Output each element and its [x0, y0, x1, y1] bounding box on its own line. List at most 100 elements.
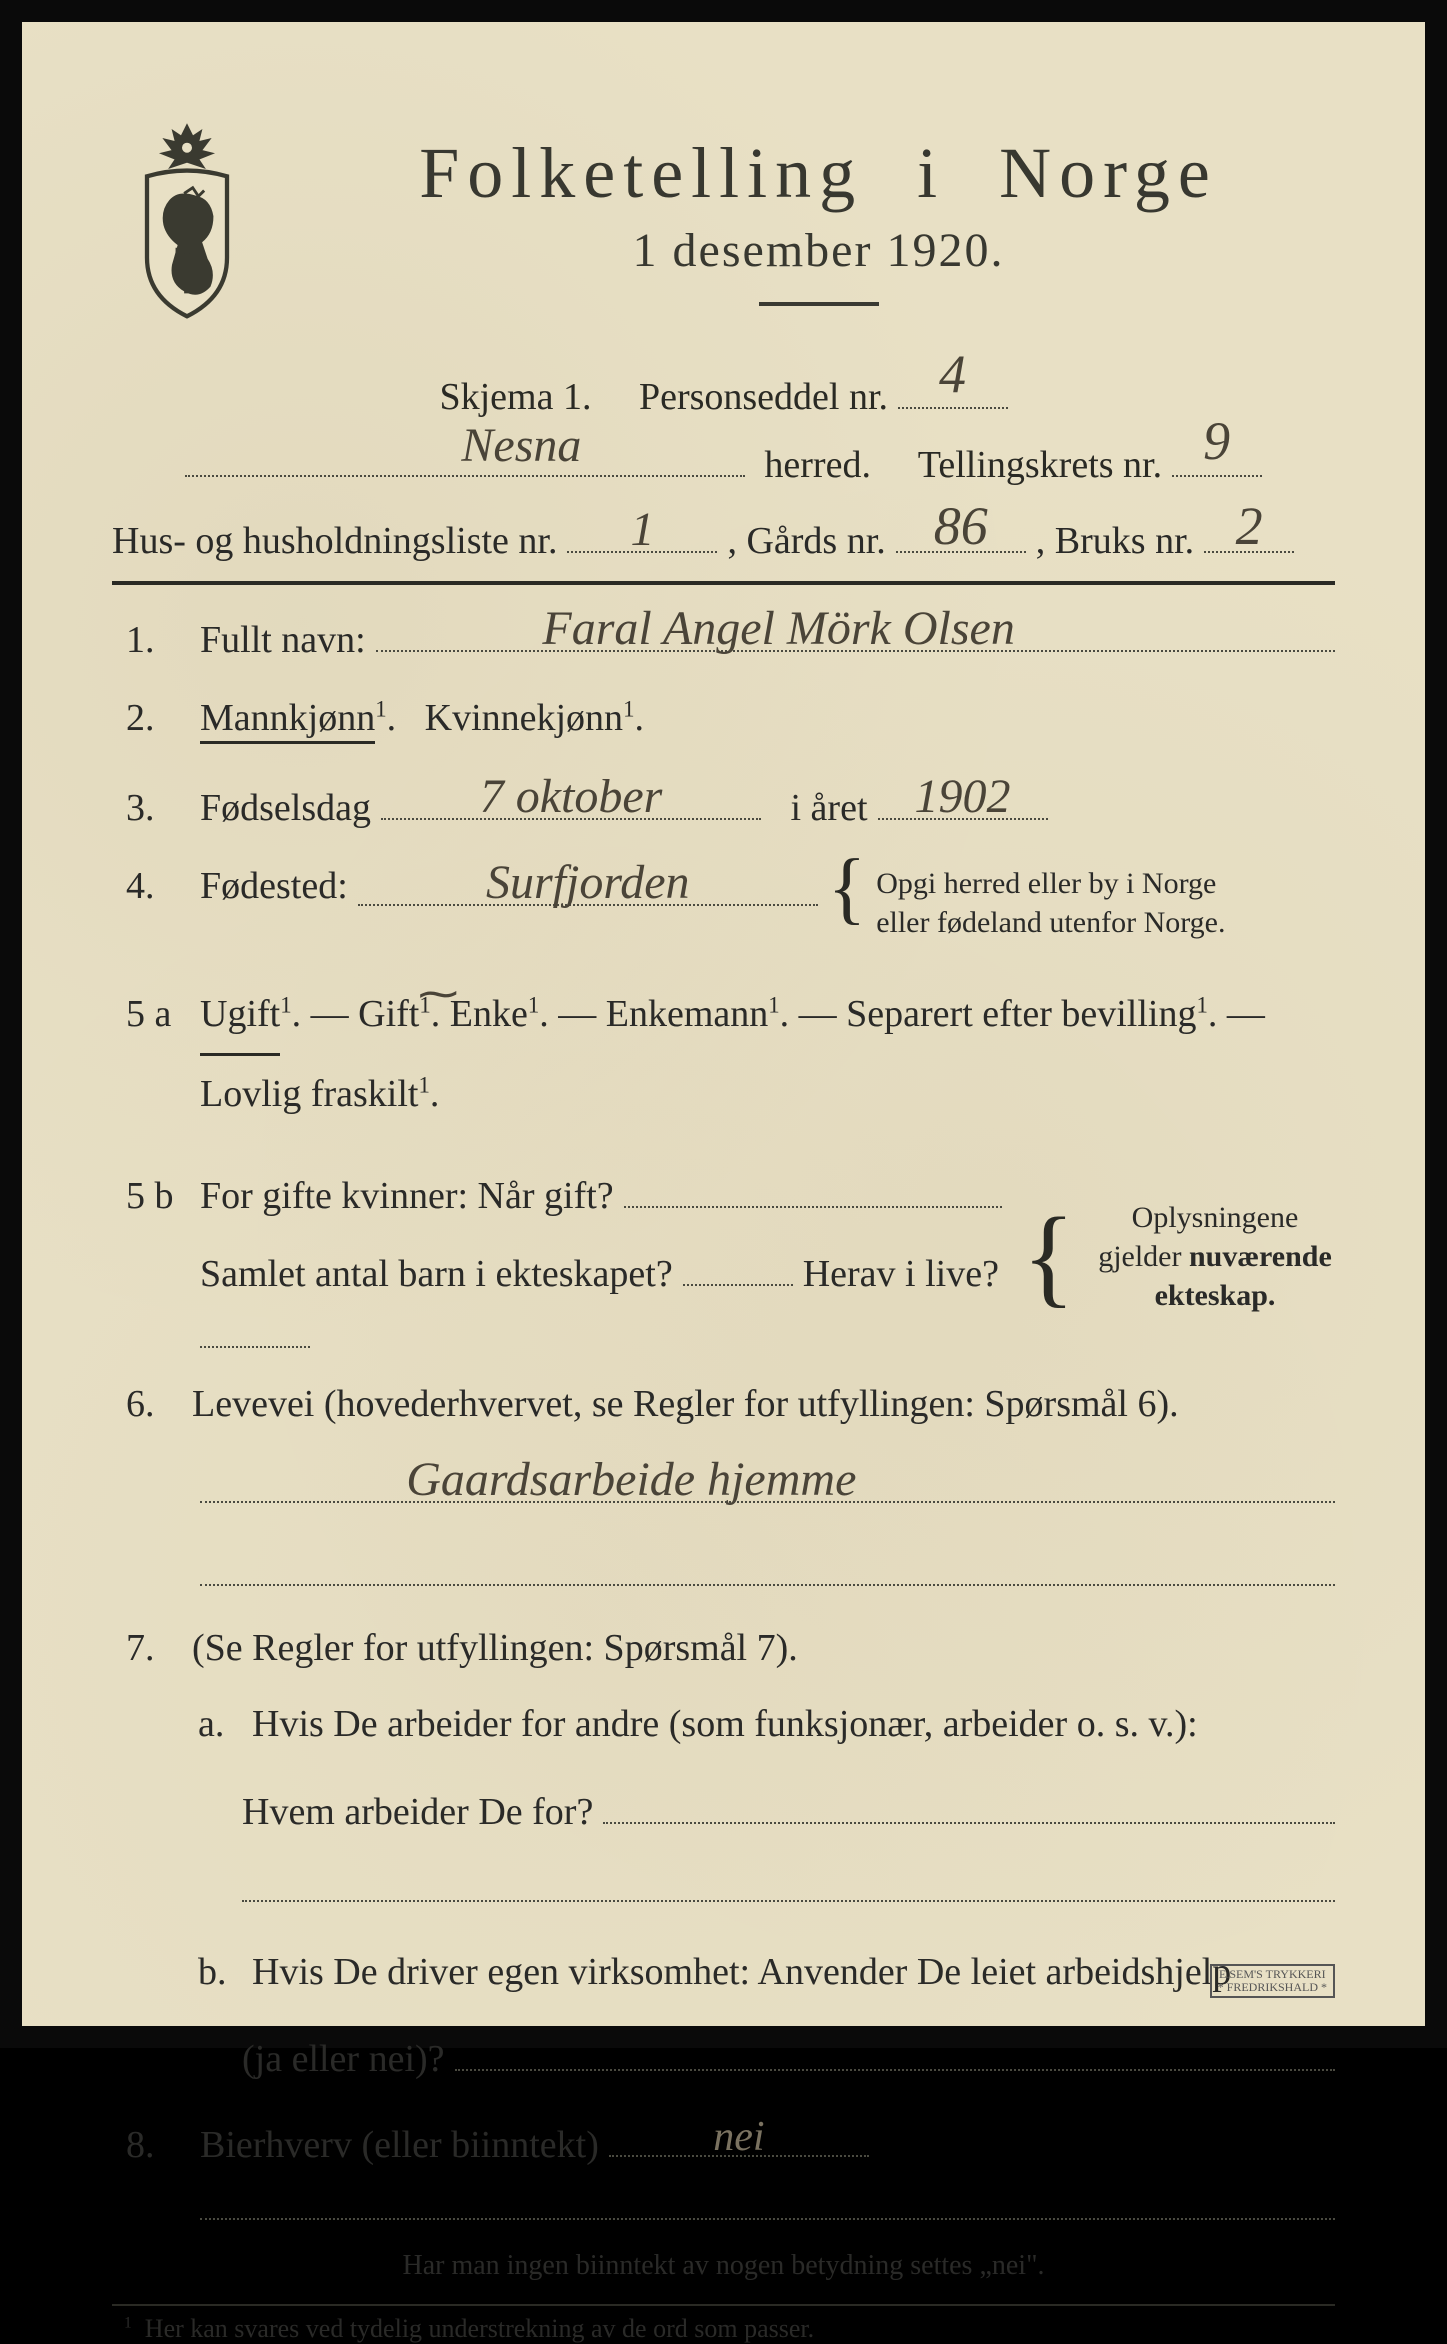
q8: 8. Bierhverv (eller biinntekt) nei — [126, 2115, 1335, 2167]
q6: 6. Levevei (hovederhvervet, se Regler fo… — [126, 1382, 1335, 1587]
q1-field: Faral Angel Mörk Olsen — [376, 611, 1335, 653]
page-title: Folketelling i Norge — [302, 132, 1335, 215]
tellingskrets-field: 9 — [1172, 435, 1262, 477]
q5a: 5 a Ugift1. — Gift1. ⁓ Enke1. — Enkemann… — [126, 976, 1335, 1132]
q5b-field2 — [683, 1244, 793, 1286]
q3-year-label: i året — [791, 786, 868, 830]
q7-label: (Se Regler for utfyllingen: Spørsmål 7). — [192, 1626, 798, 1670]
q3-year-value: 1902 — [915, 769, 1011, 824]
herred-value: Nesna — [461, 411, 581, 481]
q4-field: Surfjorden — [358, 864, 818, 906]
q6-value: Gaardsarbeide hjemme — [406, 1452, 856, 1507]
q1: 1. Fullt navn: Faral Angel Mörk Olsen — [126, 611, 1335, 663]
q3-label: Fødselsdag — [200, 786, 371, 830]
q5a-ugift: Ugift — [200, 976, 280, 1056]
q4-label: Fødested: — [200, 864, 348, 908]
hus-row: Hus- og husholdningsliste nr. 1 , Gårds … — [112, 511, 1335, 563]
census-form-page: Folketelling i Norge 1 desember 1920. Sk… — [0, 0, 1447, 2048]
q7-num: 7. — [126, 1626, 182, 1670]
tellingskrets-value: 9 — [1203, 402, 1230, 480]
q8-field2 — [200, 2201, 1335, 2220]
brace-icon: { — [828, 864, 866, 912]
q7b: b. Hvis De driver egen virksomhet: Anven… — [126, 1934, 1335, 2082]
bruks-field: 2 — [1204, 511, 1294, 553]
q5a-enkemann: Enkemann — [606, 993, 769, 1035]
q1-label: Fullt navn: — [200, 618, 366, 662]
q7a-field2 — [242, 1852, 1335, 1901]
q2-num: 2. — [126, 696, 182, 740]
q2-kvinne: Kvinnekjønn — [425, 697, 623, 739]
q7a-text1: Hvis De arbeider for andre (som funksjon… — [252, 1686, 1198, 1762]
herred-field: Nesna — [185, 435, 745, 477]
q4-note: Opgi herred eller by i Norge eller fødel… — [876, 864, 1225, 942]
q5b: 5 b For gifte kvinner: Når gift? Samlet … — [126, 1166, 1335, 1347]
q5a-enke: Enke — [450, 993, 528, 1035]
q5b-label3: Herav i live? — [803, 1252, 999, 1296]
header: Folketelling i Norge 1 desember 1920. — [112, 122, 1335, 327]
checkmark-icon: ⁓ — [418, 954, 458, 1034]
q1-value: Faral Angel Mörk Olsen — [542, 601, 1014, 656]
herred-row: Nesna herred. Tellingskrets nr. 9 — [112, 435, 1335, 493]
section-divider — [112, 581, 1335, 585]
q5b-num: 5 b — [126, 1174, 182, 1218]
q7b-text1: Hvis De driver egen virksomhet: Anvender… — [252, 1934, 1231, 2010]
q7a-label: a. — [198, 1686, 242, 1762]
q3-day-field: 7 oktober — [381, 778, 761, 820]
personseddel-field: 4 — [898, 367, 1008, 409]
q7: 7. (Se Regler for utfyllingen: Spørsmål … — [126, 1626, 1335, 2081]
q5b-field3 — [200, 1306, 310, 1348]
q3: 3. Fødselsdag 7 oktober i året 1902 — [126, 778, 1335, 830]
personseddel-label: Personseddel nr. — [639, 376, 888, 418]
q5a-num: 5 a — [126, 992, 182, 1036]
q7a-field — [603, 1782, 1335, 1824]
skjema-row: Skjema 1. Personseddel nr. 4 — [112, 367, 1335, 425]
footer-note: Har man ingen biinntekt av nogen betydni… — [112, 2250, 1335, 2282]
bruks-value: 2 — [1236, 495, 1263, 557]
form-body: 1. Fullt navn: Faral Angel Mörk Olsen 2.… — [112, 611, 1335, 2221]
tellingskrets-label: Tellingskrets nr. — [918, 444, 1162, 486]
q3-year-field: 1902 — [878, 778, 1048, 820]
q7a-text2: Hvem arbeider De for? — [242, 1790, 593, 1834]
q3-day-value: 7 oktober — [480, 769, 663, 824]
q3-num: 3. — [126, 786, 182, 830]
q2: 2. Mannkjønn1. Kvinnekjønn1. — [126, 696, 1335, 744]
q5a-separert: Separert efter bevilling — [846, 993, 1196, 1035]
q7b-text2: (ja eller nei)? — [242, 2037, 445, 2081]
q7a: a. Hvis De arbeider for andre (som funks… — [126, 1686, 1335, 1834]
q6-field: Gaardsarbeide hjemme — [200, 1454, 1335, 1503]
footnote-rule — [112, 2304, 1335, 2306]
q5a-gift-wrap: Gift1. ⁓ — [358, 976, 440, 1052]
hus-label: Hus- og husholdningsliste nr. — [112, 519, 557, 563]
brace-icon: { — [1022, 1229, 1075, 1284]
gards-label: , Gårds nr. — [727, 519, 885, 563]
bruks-label: , Bruks nr. — [1036, 519, 1194, 563]
gards-value: 86 — [934, 495, 988, 557]
title-block: Folketelling i Norge 1 desember 1920. — [302, 122, 1335, 306]
q5b-label1: For gifte kvinner: Når gift? — [200, 1174, 614, 1218]
q4-num: 4. — [126, 864, 182, 908]
q2-mann: Mannkjønn — [200, 696, 375, 744]
q6-field2 — [200, 1537, 1335, 1586]
q6-label: Levevei (hovederhvervet, se Regler for u… — [192, 1382, 1179, 1426]
title-underline — [759, 302, 879, 306]
q5b-label2: Samlet antal barn i ekteskapet? — [200, 1252, 673, 1296]
hus-field: 1 — [567, 511, 717, 553]
q1-num: 1. — [126, 618, 182, 662]
q5a-lovlig: Lovlig fraskilt — [200, 1073, 418, 1115]
page-subtitle: 1 desember 1920. — [302, 223, 1335, 278]
q5a-gift: Gift — [358, 993, 419, 1035]
q4-value: Surfjorden — [486, 855, 690, 910]
q5b-field1 — [624, 1166, 1003, 1208]
q8-num: 8. — [126, 2123, 182, 2167]
personseddel-value: 4 — [939, 335, 966, 413]
q7b-field — [455, 2030, 1335, 2072]
hus-value: 1 — [630, 502, 654, 557]
q8-label: Bierhverv (eller biinntekt) — [200, 2123, 599, 2167]
herred-label: herred. — [764, 444, 871, 486]
q8-field: nei — [609, 2115, 869, 2157]
q8-value: nei — [713, 2113, 764, 2161]
q5b-note: Oplysningene gjelder nuværende ekteskap. — [1095, 1198, 1335, 1315]
gards-field: 86 — [896, 511, 1026, 553]
q5b-left: For gifte kvinner: Når gift? Samlet anta… — [200, 1166, 1002, 1347]
footnote: 1 Her kan svares ved tydelig understrekn… — [112, 2314, 1335, 2344]
